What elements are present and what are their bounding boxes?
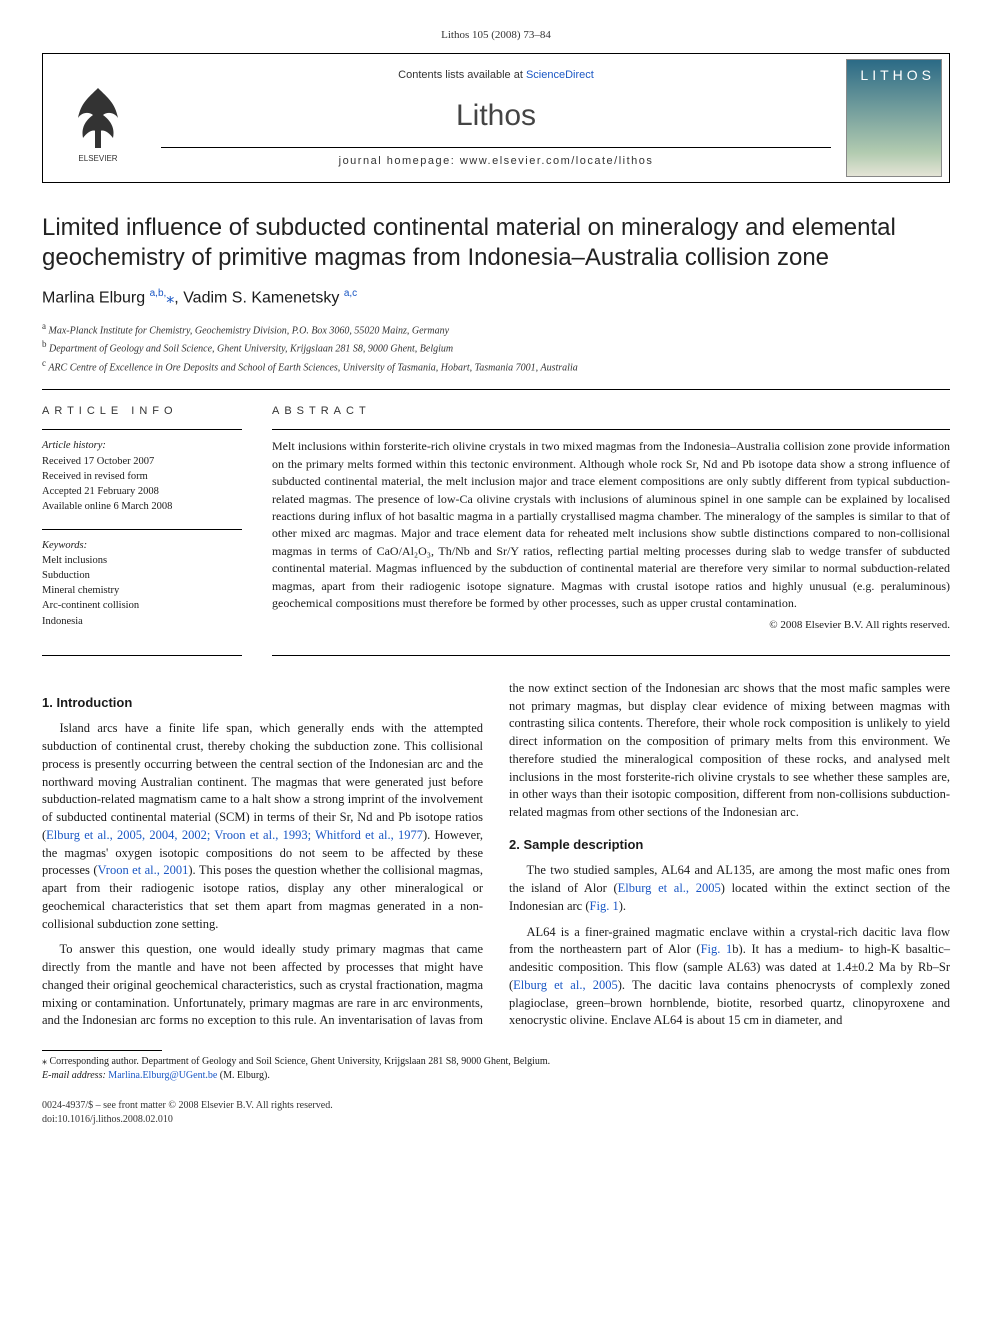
sample-para-1: The two studied samples, AL64 and AL135,…	[509, 862, 950, 915]
keywords-label: Keywords:	[42, 538, 242, 553]
footnote-rule	[42, 1050, 162, 1051]
p1-a: Island arcs have a finite life span, whi…	[42, 721, 483, 842]
article-title: Limited influence of subducted continent…	[42, 213, 950, 273]
author-2: , Vadim S. Kamenetsky	[174, 290, 344, 307]
history-label: Article history:	[42, 438, 242, 453]
author-email-link[interactable]: Marlina.Elburg@UGent.be	[108, 1070, 217, 1081]
affiliation-c: c ARC Centre of Excellence in Ore Deposi…	[42, 357, 950, 375]
cover-label: LITHOS	[860, 66, 935, 86]
email-footnote: E-mail address: Marlina.Elburg@UGent.be …	[42, 1069, 950, 1083]
footnotes: ⁎ Corresponding author. Department of Ge…	[42, 1055, 950, 1083]
affiliation-a: a Max-Planck Institute for Chemistry, Ge…	[42, 320, 950, 338]
citation-link-2[interactable]: Vroon et al., 2001	[98, 863, 189, 877]
running-head: Lithos 105 (2008) 73–84	[42, 28, 950, 43]
affiliation-list: a Max-Planck Institute for Chemistry, Ge…	[42, 320, 950, 375]
p3-c: ).	[619, 899, 626, 913]
publisher-logo-slot: ELSEVIER	[43, 54, 153, 182]
journal-masthead: ELSEVIER Contents lists available at Sci…	[42, 53, 950, 183]
homepage-url[interactable]: www.elsevier.com/locate/lithos	[460, 155, 654, 167]
abstract-text: Melt inclusions within forsterite-rich o…	[272, 438, 950, 612]
history-line-2: Received in revised form	[42, 469, 242, 484]
abstract-divider	[272, 429, 950, 430]
bottom-rule-row	[42, 649, 950, 656]
journal-homepage-line: journal homepage: www.elsevier.com/locat…	[161, 147, 831, 169]
fig-link-1[interactable]: Fig. 1	[590, 899, 619, 913]
sample-para-2: AL64 is a finer-grained magmatic enclave…	[509, 924, 950, 1031]
keyword-5: Indonesia	[42, 614, 242, 629]
divider-top	[42, 389, 950, 390]
article-info-column: ARTICLE INFO Article history: Received 1…	[42, 404, 242, 643]
email-who: (M. Elburg).	[217, 1070, 270, 1081]
issn-line: 0024-4937/$ – see front matter © 2008 El…	[42, 1099, 950, 1113]
article-info-heading: ARTICLE INFO	[42, 404, 242, 419]
affil-text-a: Max-Planck Institute for Chemistry, Geoc…	[49, 325, 450, 336]
section-1-heading: 1. Introduction	[42, 694, 483, 712]
info-abstract-row: ARTICLE INFO Article history: Received 1…	[42, 404, 950, 643]
affil-key-a: a	[42, 321, 46, 331]
keyword-4: Arc-continent collision	[42, 598, 242, 613]
citation-link-3[interactable]: Elburg et al., 2005	[618, 881, 721, 895]
history-line-3: Accepted 21 February 2008	[42, 484, 242, 499]
sciencedirect-link[interactable]: ScienceDirect	[526, 69, 594, 81]
page-footer: 0024-4937/$ – see front matter © 2008 El…	[42, 1099, 950, 1127]
corresponding-footnote: ⁎ Corresponding author. Department of Ge…	[42, 1055, 950, 1069]
abstract-column: ABSTRACT Melt inclusions within forsteri…	[272, 404, 950, 643]
journal-cover-thumbnail: LITHOS	[846, 59, 942, 177]
body-two-column: 1. Introduction Island arcs have a finit…	[42, 680, 950, 1034]
affiliation-b: b Department of Geology and Soil Science…	[42, 338, 950, 356]
affil-text-b: Department of Geology and Soil Science, …	[49, 344, 453, 355]
history-line-4: Available online 6 March 2008	[42, 499, 242, 514]
affil-text-c: ARC Centre of Excellence in Ore Deposits…	[48, 362, 577, 373]
keywords-block: Keywords: Melt inclusions Subduction Min…	[42, 538, 242, 629]
info-bottom-rule	[42, 655, 242, 656]
info-divider-1	[42, 429, 242, 430]
abstract-heading: ABSTRACT	[272, 404, 950, 419]
affil-key-c: c	[42, 358, 46, 368]
abstract-copyright: © 2008 Elsevier B.V. All rights reserved…	[272, 618, 950, 633]
info-divider-2	[42, 529, 242, 530]
doi-line: doi:10.1016/j.lithos.2008.02.010	[42, 1113, 950, 1127]
citation-link-1[interactable]: Elburg et al., 2005, 2004, 2002; Vroon e…	[46, 828, 423, 842]
keyword-3: Mineral chemistry	[42, 583, 242, 598]
masthead-center: Contents lists available at ScienceDirec…	[153, 54, 839, 182]
fig-link-2[interactable]: Fig. 1	[701, 942, 733, 956]
elsevier-tree-logo: ELSEVIER	[63, 73, 133, 163]
homepage-prefix: journal homepage:	[339, 155, 460, 167]
affil-key-b: b	[42, 339, 47, 349]
email-label: E-mail address:	[42, 1070, 108, 1081]
contents-prefix: Contents lists available at	[398, 69, 526, 81]
svg-text:ELSEVIER: ELSEVIER	[78, 154, 117, 163]
history-line-1: Received 17 October 2007	[42, 454, 242, 469]
author-1-affil: a,b,	[150, 288, 167, 299]
author-2-affil: a,c	[344, 288, 357, 299]
article-history: Article history: Received 17 October 200…	[42, 438, 242, 514]
keyword-2: Subduction	[42, 568, 242, 583]
cover-thumb-slot: LITHOS	[839, 54, 949, 182]
author-list: Marlina Elburg a,b,⁎, Vadim S. Kamenetsk…	[42, 287, 950, 310]
intro-para-1: Island arcs have a finite life span, whi…	[42, 720, 483, 933]
citation-link-4[interactable]: Elburg et al., 2005	[513, 978, 618, 992]
section-2-heading: 2. Sample description	[509, 836, 950, 854]
author-1: Marlina Elburg	[42, 290, 150, 307]
contents-available-line: Contents lists available at ScienceDirec…	[398, 68, 594, 83]
keyword-1: Melt inclusions	[42, 553, 242, 568]
abstract-bottom-rule	[272, 655, 950, 656]
journal-name: Lithos	[456, 95, 536, 137]
